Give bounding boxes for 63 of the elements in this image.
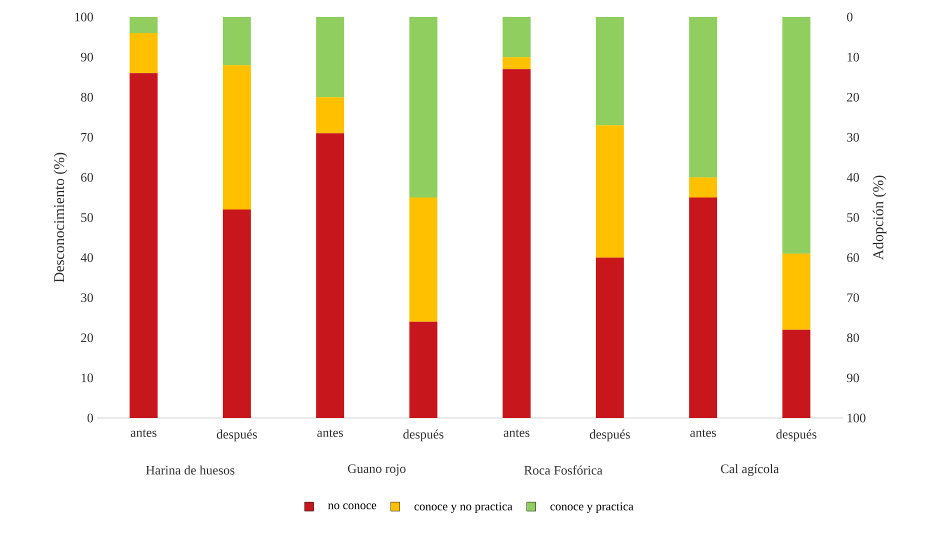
bar <box>596 258 624 418</box>
text: Cal agícola <box>720 464 779 476</box>
legend-label: conoce y no practica <box>414 502 512 513</box>
y-tick-label: 50 <box>81 213 93 222</box>
bar <box>689 16 718 178</box>
bar <box>782 330 810 418</box>
y2-tick-label: 10 <box>848 52 859 62</box>
y2-tick-label: 40 <box>846 173 859 182</box>
bar <box>222 65 251 210</box>
y2-tick-label: 90 <box>846 374 859 382</box>
x-tick-label: antes <box>690 430 716 437</box>
y-tick-label: 30 <box>81 293 93 302</box>
y-tick-label: 90 <box>80 52 93 62</box>
x-tick-label: antes <box>130 430 156 437</box>
y2-tick-label: 30 <box>847 132 859 142</box>
bar <box>409 197 438 322</box>
y2-tick-label: 0 <box>847 12 853 22</box>
bar <box>782 254 810 330</box>
y-tick-label: 20 <box>81 333 93 342</box>
x-tick-label: después <box>776 430 816 442</box>
bar <box>130 16 158 34</box>
bar <box>689 197 718 418</box>
y2-tick-label: 60 <box>847 253 859 262</box>
text: Harina de huesos <box>146 465 234 475</box>
text: Guano rojo <box>348 464 406 476</box>
bar <box>596 125 624 258</box>
x-tick-label: después <box>216 430 257 442</box>
bar <box>502 69 531 418</box>
y-tick-label: 10 <box>82 374 93 382</box>
bar <box>222 209 251 418</box>
bar <box>130 33 158 74</box>
y2-tick-label: 70 <box>847 293 859 302</box>
y2-axis-title: Adopción (%) <box>872 176 886 260</box>
bar <box>409 16 438 198</box>
bar <box>502 16 531 58</box>
y-tick-label: 80 <box>81 92 93 102</box>
bar <box>316 16 344 98</box>
x-tick-label: antes <box>504 430 530 437</box>
bar <box>316 97 344 134</box>
bar <box>222 16 251 66</box>
y-tick-label: 40 <box>80 253 93 262</box>
x-tick-label: antes <box>317 430 343 437</box>
bar <box>130 73 158 418</box>
bar <box>316 133 344 418</box>
bar <box>502 57 531 70</box>
y-tick-label: 0 <box>88 414 93 422</box>
y-tick-label: 100 <box>75 12 93 22</box>
bar <box>409 322 438 418</box>
x-tick-label: después <box>590 430 630 442</box>
bar <box>596 16 624 126</box>
y-axis-title: Desconocimiento (%) <box>54 152 68 282</box>
legend-label: conoce y practica <box>550 502 634 513</box>
y-tick-label: 70 <box>81 132 93 142</box>
y-tick-label: 60 <box>81 173 93 182</box>
y2-tick-label: 50 <box>847 213 859 222</box>
text: Roca Fosfórica <box>524 465 602 475</box>
y2-tick-label: 100 <box>848 414 866 422</box>
y2-tick-label: 80 <box>847 333 859 342</box>
bar <box>689 177 718 198</box>
legend-label: no conoce <box>328 504 376 510</box>
bar <box>782 16 810 254</box>
y2-tick-label: 20 <box>847 92 859 102</box>
x-tick-label: después <box>403 430 444 442</box>
